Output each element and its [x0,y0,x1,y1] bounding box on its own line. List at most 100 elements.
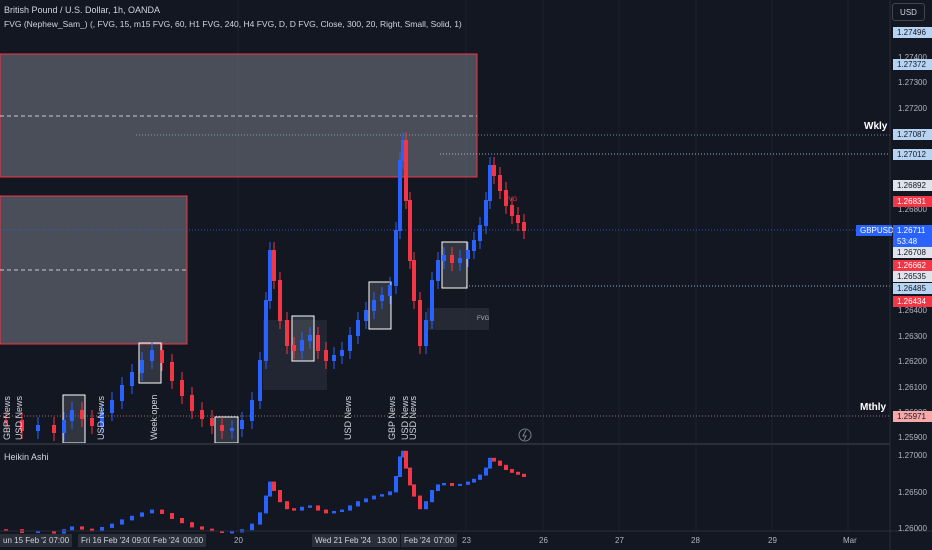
candle [466,250,470,259]
ha-candle [492,457,496,462]
candle [4,420,8,422]
ha-candle [484,467,488,476]
ha-candle [110,523,114,528]
candle [412,260,416,301]
ha-candle [498,460,502,466]
candle [372,300,376,311]
ha-candle [340,509,344,512]
symbol-label: GBPUSD [856,225,894,236]
ha-candle [372,495,376,500]
currency-button[interactable]: USD [892,3,925,21]
time-label: 26 [539,536,548,545]
ha-candle [100,526,104,532]
candle [292,345,296,351]
candle [332,355,336,361]
news-marker-gbp: GBP News [2,396,12,440]
ha-candle [412,484,416,497]
candle [484,200,488,226]
countdown-label: 53:48 [893,236,932,247]
fvg-box-mid [263,320,327,390]
candle [170,362,174,381]
symbol-title[interactable]: British Pound / U.S. Dollar, 1h, OANDA [4,5,161,15]
candle [120,385,124,401]
candle [80,410,84,419]
ha-candle [488,457,492,469]
candle [285,320,289,346]
candle [340,350,344,356]
candle [522,222,526,231]
lower-tick: 1.26500 [898,488,927,497]
candle [356,320,360,336]
ha-candle [264,495,268,514]
time-chip: Wed 21 Feb '24 [312,534,375,547]
ha-candle [388,491,392,496]
time-chip: Feb '24 [401,534,434,547]
ha-candle [450,483,454,486]
ha-candle [170,512,174,519]
candle [20,420,24,431]
fvg-tag-small: FVG [505,197,518,203]
ha-candle [522,473,526,477]
candle [220,425,224,431]
ha-candle [140,512,144,517]
candle [160,350,164,363]
time-chip: Fri 16 Feb '24 [78,534,134,547]
candle [472,240,476,251]
ha-candle [418,495,422,510]
candle [458,258,462,263]
candle [180,380,184,396]
ha-candle [250,523,254,531]
lower-pane-title[interactable]: Heikin Ashi [4,452,49,462]
ha-candle [120,519,124,525]
highlight-box-6 [441,241,468,289]
ha-candle [300,506,304,511]
candle [110,400,114,413]
time-chip: 13:00 [374,534,401,547]
candle [250,400,254,421]
price-level-label: 1.27496 [893,27,932,38]
price-level-label: 1.26662 [893,260,932,271]
candle [200,410,204,419]
price-tick: 1.26800 [898,205,927,214]
candle [264,300,268,361]
candle [140,360,144,373]
time-chip: un 15 Feb '24 [0,534,55,547]
ha-candle [80,526,84,530]
candle [100,412,104,426]
indicator-legend[interactable]: FVG (Nephew_Sam_) (, FVG, 15, m15 FVG, 6… [4,19,462,29]
price-tick: 1.27400 [898,53,927,62]
ha-candle [364,498,368,503]
ha-candle [190,522,194,528]
news-marker-usd-2: USD News [96,395,106,440]
ha-candle [160,509,164,514]
candle [278,280,282,321]
highlight-box-4 [291,315,315,362]
candle [404,140,408,201]
fvg-tag: FVG [477,316,490,322]
ha-candle [285,501,289,510]
ha-candle [150,509,154,514]
ha-candle [510,469,514,473]
candle [36,425,40,431]
ha-candle [442,483,446,486]
candle [498,175,502,191]
ha-candle [130,515,134,521]
ha-candle [220,530,224,533]
candle [258,360,262,401]
candle [424,320,428,346]
ha-candle [401,450,405,458]
candle [436,260,440,281]
lightning-icon[interactable] [518,428,532,442]
lightning-icon-glyph [522,429,527,441]
candle [62,420,66,433]
ha-candle [210,528,214,532]
time-chip: 00:00 [180,534,207,547]
highlight-box-3 [214,416,239,444]
candle [450,255,454,263]
price-level-label: 1.26892 [893,180,932,191]
ha-candle [272,481,276,491]
candle [300,340,304,351]
price-level-label: 1.25971 [893,411,932,422]
